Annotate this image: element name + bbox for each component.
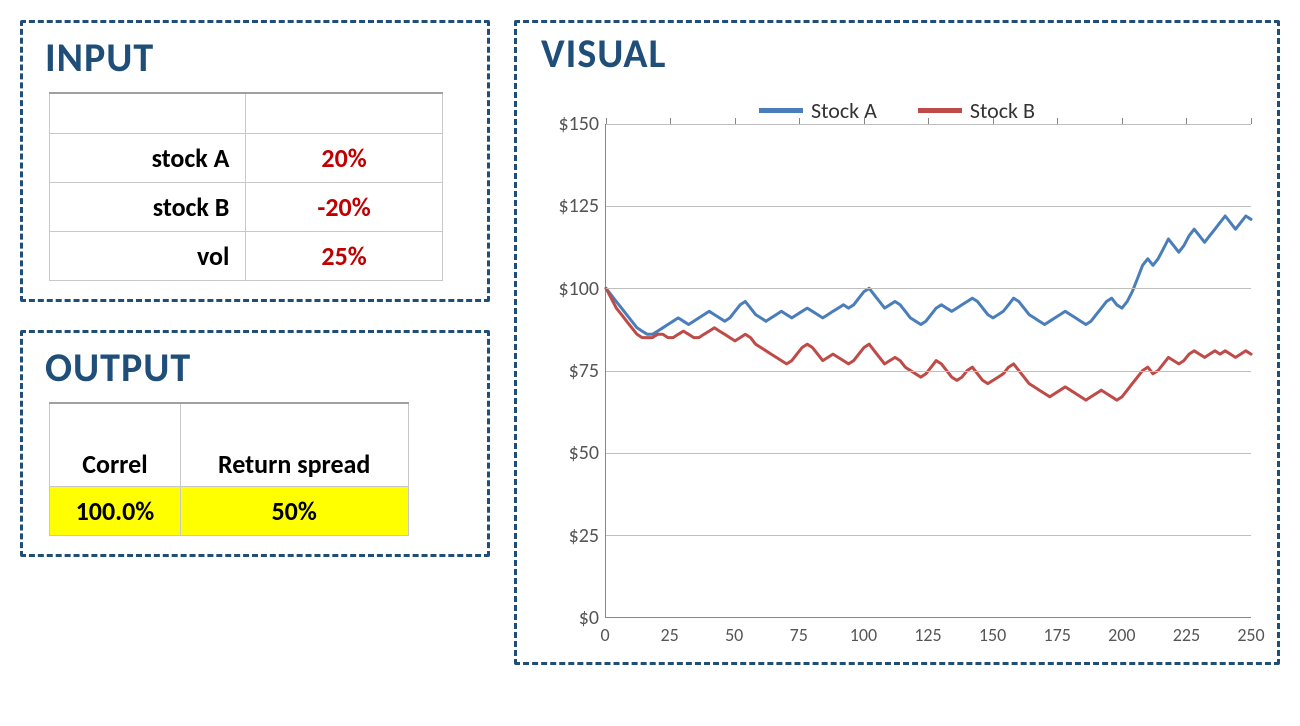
input-value[interactable]: 20%: [246, 133, 442, 182]
input-label: stock B: [50, 182, 246, 231]
table-row: stock B -20%: [50, 182, 443, 231]
input-value[interactable]: 25%: [246, 231, 442, 280]
table-row: vol 25%: [50, 231, 443, 280]
visual-title: VISUAL: [541, 29, 1257, 78]
x-tick-label: 100: [850, 624, 877, 646]
input-title: INPUT: [45, 33, 469, 82]
input-value[interactable]: -20%: [246, 182, 442, 231]
input-table: stock A 20% stock B -20% vol 25%: [49, 92, 443, 281]
visual-panel: VISUAL Stock A Stock B $0 $25 $50 $75 $100 $1…: [514, 20, 1280, 665]
table-row: 100.0% 50%: [50, 487, 409, 536]
legend-item: Stock B: [918, 97, 1035, 124]
input-panel: INPUT stock A 20% stock B -20% vol 25%: [20, 20, 490, 302]
x-tick-label: 225: [1173, 624, 1200, 646]
output-value: 100.0%: [50, 487, 181, 536]
output-value: 50%: [180, 487, 408, 536]
legend-label: Stock A: [811, 97, 877, 124]
x-tick-label: 75: [790, 624, 808, 646]
y-tick-label: $75: [569, 359, 599, 383]
x-tick-label: 175: [1044, 624, 1071, 646]
output-title: OUTPUT: [45, 343, 469, 392]
y-tick-label: $150: [558, 112, 599, 136]
stockB-line: [606, 288, 1251, 400]
table-row: stock A 20%: [50, 133, 443, 182]
y-tick-label: $0: [579, 606, 599, 630]
x-tick-label: 25: [660, 624, 678, 646]
y-axis: $0$25$50$75$100$125$150: [537, 124, 605, 618]
stockA-line: [606, 216, 1251, 334]
plot-area: [605, 124, 1251, 618]
y-tick-label: $125: [558, 194, 599, 218]
x-tick-label: 250: [1237, 624, 1264, 646]
legend-swatch-icon: [918, 108, 962, 113]
line-chart: Stock A Stock B $0$25$50$75$100$125$150 …: [537, 88, 1257, 648]
legend-item: Stock A: [759, 97, 877, 124]
y-tick-label: $25: [569, 524, 599, 548]
output-table: Correl Return spread 100.0% 50%: [49, 402, 409, 537]
x-tick-label: 200: [1108, 624, 1135, 646]
legend-swatch-icon: [759, 108, 803, 113]
output-header: Correl: [50, 403, 181, 487]
y-tick-label: $100: [558, 277, 599, 301]
x-tick-label: 125: [914, 624, 941, 646]
input-label: stock A: [50, 133, 246, 182]
output-header: Return spread: [180, 403, 408, 487]
input-label: vol: [50, 231, 246, 280]
legend-label: Stock B: [970, 97, 1035, 124]
x-axis: 0255075100125150175200225250: [605, 620, 1251, 648]
output-panel: OUTPUT Correl Return spread 100.0% 50%: [20, 330, 490, 558]
x-tick-label: 0: [600, 624, 609, 646]
x-tick-label: 150: [979, 624, 1006, 646]
y-tick-label: $50: [569, 441, 599, 465]
x-tick-label: 50: [725, 624, 743, 646]
